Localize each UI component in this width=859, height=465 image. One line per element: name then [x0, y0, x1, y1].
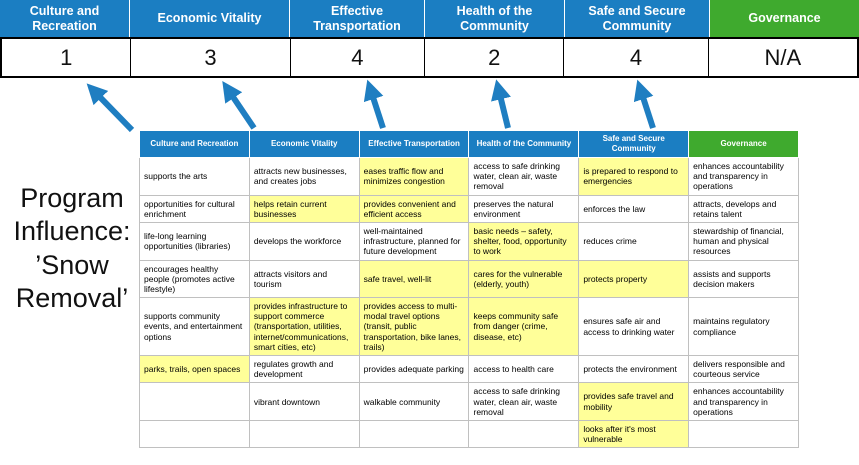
matrix-cell: basic needs – safety, shelter, food, opp… — [468, 221, 580, 261]
matrix-cell: regulates growth and development — [248, 354, 360, 384]
matrix-row: opportunities for cultural enrichment hel… — [139, 194, 799, 223]
matrix-cell: enforces the law — [578, 194, 690, 223]
matrix-row: supports the arts attracts new businesses… — [139, 157, 799, 196]
matrix-header-1: Economic Vitality — [248, 130, 360, 158]
matrix-header-3: Health of the Community — [468, 130, 580, 158]
matrix-cell: supports the arts — [139, 157, 250, 196]
score-governance: N/A — [764, 44, 802, 70]
matrix-cell: life-long learning opportunities (librar… — [139, 221, 250, 261]
matrix-cell: keeps community safe from danger (crime,… — [468, 297, 580, 356]
matrix-row: encourages healthy people (promotes acti… — [139, 259, 799, 299]
matrix-cell: attracts new businesses, and creates job… — [248, 157, 360, 196]
matrix-cell: protects property — [578, 259, 690, 299]
matrix-cell: safe travel, well-lit — [358, 259, 470, 299]
matrix-cell: enhances accountability and transparency… — [688, 157, 799, 196]
matrix-cell: stewardship of financial, human and phys… — [688, 221, 799, 261]
matrix-header-2: Effective Transportation — [358, 130, 470, 158]
matrix-header-row: Culture and Recreation Economic Vitality E… — [139, 130, 799, 158]
score-economic-vitality: 3 — [131, 39, 291, 76]
category-banner: Culture and Recreation Economic Vitality… — [0, 0, 859, 37]
matrix-cell — [468, 419, 580, 449]
matrix-cell: provides infrastructure to support comme… — [248, 297, 360, 356]
matrix-cell: ensures safe air and access to drinking … — [578, 297, 690, 356]
matrix-cell — [248, 419, 360, 449]
matrix-cell — [139, 419, 250, 449]
matrix-cell: well-maintained infrastructure, planned … — [358, 221, 470, 261]
matrix-cell: looks after it's most vulnerable — [578, 419, 690, 449]
arrows-overlay — [86, 79, 656, 133]
score-culture-and-recreation: 1 — [2, 39, 132, 76]
score-safe-and-secure-community: 4 — [564, 39, 709, 76]
matrix-row: life-long learning opportunities (librar… — [139, 221, 799, 261]
matrix-cell: parks, trails, open spaces — [139, 354, 250, 384]
matrix-cell: eases traffic flow and minimizes congest… — [358, 157, 470, 196]
matrix-cell: walkable community — [358, 382, 470, 421]
matrix-cell: protects the environment — [578, 354, 690, 384]
score-effective-transportation: 4 — [291, 39, 426, 76]
matrix-cell: access to health care — [468, 354, 580, 384]
matrix-cell — [358, 419, 470, 449]
banner-governance: Governance — [710, 0, 859, 37]
banner-effective-transportation: Effective Transportation — [290, 0, 425, 37]
matrix-cell: access to safe drinking water, clean air… — [468, 382, 580, 421]
up-arrow-icon — [363, 79, 386, 129]
matrix-cell: opportunities for cultural enrichment — [139, 194, 250, 223]
matrix-cell — [139, 382, 250, 421]
matrix-cell: provides access to multi-modal travel op… — [358, 297, 470, 356]
matrix-cell: access to safe drinking water, clean air… — [468, 157, 580, 196]
matrix-row: vibrant downtown walkable community access… — [139, 382, 799, 421]
matrix-cell: maintains regulatory compliance — [688, 297, 799, 356]
score-health-of-the-community: 2 — [425, 39, 565, 76]
program-influence-label: Program Influence: ’Snow Removal’ — [13, 183, 131, 314]
matrix-cell: delivers responsible and courteous servi… — [688, 354, 799, 384]
matrix-header-4: Safe and Secure Community — [578, 130, 690, 158]
up-arrow-icon — [633, 79, 656, 129]
up-arrow-icon — [222, 81, 257, 130]
matrix-cell: supports community events, and entertain… — [139, 297, 250, 356]
matrix-cell — [688, 419, 799, 449]
matrix-body: supports the arts attracts new businesses… — [139, 157, 799, 449]
matrix-cell: encourages healthy people (promotes acti… — [139, 259, 250, 299]
up-arrow-icon — [86, 83, 135, 133]
program-influence-matrix: Culture and Recreation Economic Vitality E… — [139, 130, 799, 449]
banner-culture-and-recreation: Culture and Recreation — [0, 0, 130, 37]
banner-economic-vitality: Economic Vitality — [130, 0, 290, 37]
matrix-row: parks, trails, open spaces regulates grow… — [139, 354, 799, 384]
matrix-cell: cares for the vulnerable (elderly, youth… — [468, 259, 580, 299]
matrix-cell: provides adequate parking — [358, 354, 470, 384]
matrix-cell: attracts visitors and tourism — [248, 259, 360, 299]
banner-safe-and-secure-community: Safe and Secure Community — [565, 0, 710, 37]
matrix-row: supports community events, and entertain… — [139, 297, 799, 356]
matrix-header-5: Governance — [688, 130, 799, 158]
matrix-cell: enhances accountability and transparency… — [688, 382, 799, 421]
matrix-cell: assists and supports decision makers — [688, 259, 799, 299]
matrix-cell: develops the workforce — [248, 221, 360, 261]
up-arrow-icon — [491, 79, 511, 129]
matrix-cell: preserves the natural environment — [468, 194, 580, 223]
matrix-cell: attracts, develops and retains talent — [688, 194, 799, 223]
matrix-header-0: Culture and Recreation — [139, 130, 250, 158]
matrix-cell: vibrant downtown — [248, 382, 360, 421]
banner-health-of-the-community: Health of the Community — [425, 0, 565, 37]
matrix-cell: provides safe travel and mobility — [578, 382, 690, 421]
matrix-cell: helps retain current businesses — [248, 194, 360, 223]
matrix-cell: reduces crime — [578, 221, 690, 261]
matrix-row: looks after it's most vulnerable — [139, 419, 799, 449]
score-row: 1 3 4 2 4 N/A — [0, 37, 859, 78]
matrix-cell: provides convenient and efficient access — [358, 194, 470, 223]
matrix-cell: is prepared to respond to emergencies — [578, 157, 690, 196]
